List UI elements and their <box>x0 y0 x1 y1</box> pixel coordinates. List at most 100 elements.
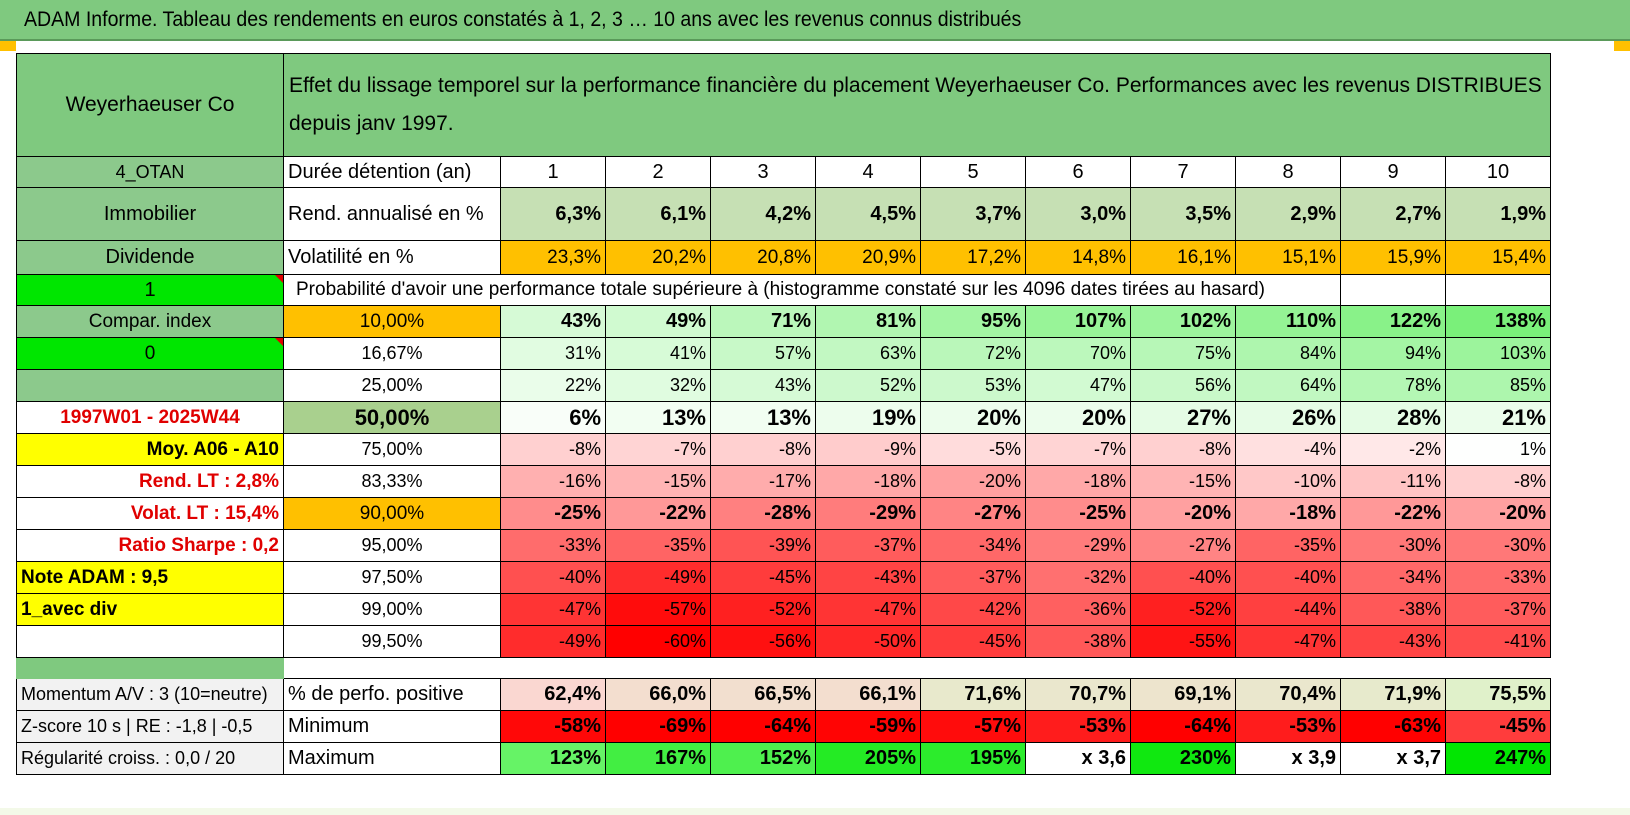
probability-value: -52% <box>1130 593 1236 626</box>
probability-threshold: 16,67% <box>283 337 501 370</box>
probability-threshold: 99,50% <box>283 625 501 658</box>
probability-value: -50% <box>815 625 921 658</box>
probability-value: 28% <box>1340 401 1446 434</box>
annualized-return-row: Immobilier Rend. annualisé en % 6,3% 6,1% 4,… <box>16 187 1551 241</box>
probability-row: 99,50% -49% -60% -56% -50% -45% -38% -55% -47% -4… <box>16 625 1551 658</box>
probability-value: -49% <box>500 625 606 658</box>
probability-value: -40% <box>1130 561 1236 594</box>
stat-value: 66,0% <box>605 678 711 711</box>
probability-value: -7% <box>1025 433 1131 466</box>
probability-value: -25% <box>1025 497 1131 530</box>
probability-value: -10% <box>1235 465 1341 498</box>
stat-label: Maximum <box>283 742 501 775</box>
volatility-row: Dividende Volatilité en % 23,3% 20,2% 20,8% 2… <box>16 240 1551 275</box>
probability-value: 47% <box>1025 369 1131 402</box>
probability-value: -47% <box>815 593 921 626</box>
probability-threshold: 99,00% <box>283 593 501 626</box>
probability-value: -22% <box>1340 497 1446 530</box>
probability-value: 63% <box>815 337 921 370</box>
probability-value: -43% <box>815 561 921 594</box>
corner-marker-right <box>1614 41 1630 51</box>
probability-value: 49% <box>605 305 711 338</box>
probability-value: -8% <box>500 433 606 466</box>
return-value: 3,7% <box>920 187 1026 241</box>
stat-value: -57% <box>920 710 1026 743</box>
probability-value: -38% <box>1025 625 1131 658</box>
probability-row: 0 16,67% 31% 41% 57% 63% 72% 70% 75% 84% 94% 103% <box>16 337 1551 370</box>
empty-cell <box>1445 274 1551 306</box>
probability-threshold: 83,33% <box>283 465 501 498</box>
probability-value: -20% <box>1130 497 1236 530</box>
return-value: 4,5% <box>815 187 921 241</box>
year-header: 6 <box>1025 156 1131 188</box>
probability-value: 75% <box>1130 337 1236 370</box>
stat-value: -53% <box>1235 710 1341 743</box>
volatility-value: 15,4% <box>1445 240 1551 275</box>
probability-value: 71% <box>710 305 816 338</box>
stat-value: 70,7% <box>1025 678 1131 711</box>
probability-value: -33% <box>500 529 606 562</box>
year-header: 4 <box>815 156 921 188</box>
probability-value: -40% <box>500 561 606 594</box>
adam-note: Note ADAM : 9,5 <box>16 561 284 594</box>
probability-value: 56% <box>1130 369 1236 402</box>
stat-value: 75,5% <box>1445 678 1551 711</box>
stat-value: 71,6% <box>920 678 1026 711</box>
stat-value: -64% <box>710 710 816 743</box>
compar-index: Compar. index <box>16 305 284 338</box>
probability-value: 26% <box>1235 401 1341 434</box>
stat-value: x 3,7 <box>1340 742 1446 775</box>
probability-value: 122% <box>1340 305 1446 338</box>
probability-value: -27% <box>920 497 1026 530</box>
volatility-value: 17,2% <box>920 240 1026 275</box>
volatility-value: 20,9% <box>815 240 921 275</box>
probability-value: -37% <box>1445 593 1551 626</box>
probability-threshold: 75,00% <box>283 433 501 466</box>
probability-row: Ratio Sharpe : 0,2 95,00% -33% -35% -39% -37%… <box>16 529 1551 562</box>
stat-value: -64% <box>1130 710 1236 743</box>
volatility-value: 15,9% <box>1340 240 1446 275</box>
probability-value: 72% <box>920 337 1026 370</box>
probability-value: -18% <box>1025 465 1131 498</box>
volatility-value: 15,1% <box>1235 240 1341 275</box>
stat-value: 66,5% <box>710 678 816 711</box>
probability-value: -29% <box>815 497 921 530</box>
probability-value: 20% <box>920 401 1026 434</box>
probability-value: -34% <box>1340 561 1446 594</box>
probability-value: -33% <box>1445 561 1551 594</box>
volatility-value: 16,1% <box>1130 240 1236 275</box>
probability-value: -15% <box>605 465 711 498</box>
probability-value: -8% <box>710 433 816 466</box>
moy-label: Moy. A06 - A10 <box>16 433 284 466</box>
probability-value: -47% <box>1235 625 1341 658</box>
probability-row: Compar. index 10,00% 43% 49% 71% 81% 95% 107% 10… <box>16 305 1551 338</box>
probability-value: -18% <box>815 465 921 498</box>
probability-value: 57% <box>710 337 816 370</box>
stat-label: Minimum <box>283 710 501 743</box>
report-title: ADAM Informe. Tableau des rendements en … <box>24 8 1022 31</box>
return-value: 6,1% <box>605 187 711 241</box>
returns-table: Weyerhaeuser Co Effet du lissage tempore… <box>16 53 1551 775</box>
probability-threshold: 25,00% <box>283 369 501 402</box>
volatility-label: Volatilité en % <box>283 240 501 275</box>
empty-cell <box>1340 274 1446 306</box>
probability-value: -18% <box>1235 497 1341 530</box>
flag-zero: 0 <box>16 337 284 370</box>
volatility-value: 20,2% <box>605 240 711 275</box>
stats-row: Z-score 10 s | RE : -1,8 | -0,5 Minimum -5… <box>16 710 1551 743</box>
probability-value: 64% <box>1235 369 1341 402</box>
fund-name: Weyerhaeuser Co <box>16 53 284 157</box>
duration-row: 4_OTAN Durée détention (an) 1 2 3 4 5 6 7 8 9 10 <box>16 156 1551 188</box>
spacer <box>284 658 1551 679</box>
probability-value: 81% <box>815 305 921 338</box>
long-term-return: Rend. LT : 2,8% <box>16 465 284 498</box>
dividend-option: 1_avec div <box>16 593 284 626</box>
probability-row: Volat. LT : 15,4% 90,00% -25% -22% -28% -29% -… <box>16 497 1551 530</box>
volatility-value: 23,3% <box>500 240 606 275</box>
probability-value: -35% <box>605 529 711 562</box>
empty-cell <box>16 625 284 658</box>
probability-value: 94% <box>1340 337 1446 370</box>
probability-value: 53% <box>920 369 1026 402</box>
probability-title: Probabilité d'avoir une performance tota… <box>283 274 1341 306</box>
probability-row: Moy. A06 - A10 75,00% -8% -7% -8% -9% -5% -7% -8… <box>16 433 1551 466</box>
